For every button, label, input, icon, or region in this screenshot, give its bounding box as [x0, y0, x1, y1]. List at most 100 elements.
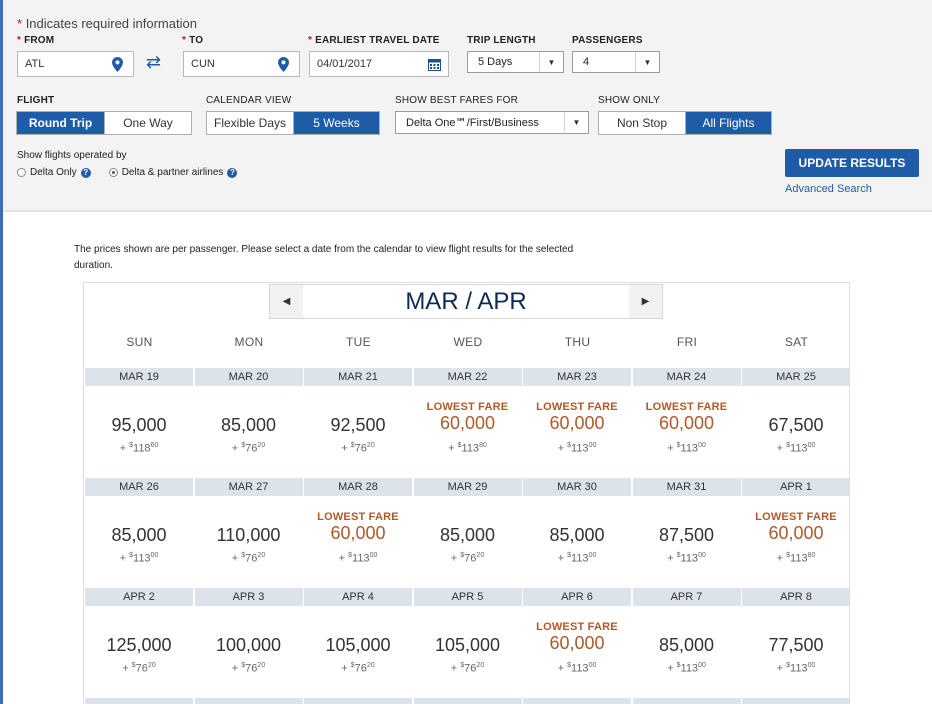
round-trip-option[interactable]: Round Trip [17, 112, 104, 134]
tax-dollars: 113 [133, 552, 151, 565]
month-title: MAR / APR [405, 287, 527, 315]
date-label: APR 1 [742, 478, 849, 496]
chevron-down-icon: ▼ [635, 52, 659, 72]
passengers-label: PASSENGERS [572, 35, 643, 46]
date-label-partial [85, 698, 193, 704]
fare-cell[interactable]: 92,500 + $7620 [304, 386, 412, 476]
date-label: APR 6 [523, 588, 631, 606]
fare-cell[interactable]: 110,000 + $7620 [194, 496, 303, 586]
trip-length-value: 5 Days [478, 56, 513, 68]
chevron-left-icon[interactable]: ◀ [270, 285, 303, 318]
date-label-partial [523, 698, 631, 704]
fare-calendar: ◀ MAR / APR ▶ SUN MON TUE WED THU FRI SAT MAR 1… [83, 282, 850, 704]
trip-length-select[interactable]: 5 Days ▼ [467, 51, 564, 73]
advanced-search-link[interactable]: Advanced Search [785, 183, 872, 195]
fare-taxes: + $7620 [231, 442, 266, 455]
fare-cell[interactable]: 87,500 + $11300 [632, 496, 741, 586]
tax-cents: 00 [588, 442, 597, 449]
update-results-button[interactable]: UPDATE RESULTS [785, 149, 919, 177]
flexible-days-option[interactable]: Flexible Days [207, 112, 293, 134]
fare-cell[interactable]: 77,500 + $11300 [742, 606, 849, 696]
tax-dollars: 76 [354, 662, 367, 675]
fare-cell[interactable]: 67,500 + $11300 [742, 386, 849, 476]
date-label: MAR 27 [194, 478, 303, 496]
fare-taxes: + $7620 [450, 552, 485, 565]
tax-dollars: 113 [571, 552, 589, 565]
price-note: The prices shown are per passenger. Plea… [74, 244, 574, 271]
fare-cell[interactable]: 95,000 + $11860 [85, 386, 193, 476]
non-stop-option[interactable]: Non Stop [599, 112, 685, 134]
fare-miles: 60,000 [658, 413, 715, 433]
delta-partner-label: Delta & partner airlines [121, 167, 224, 178]
date-label: MAR 31 [632, 478, 741, 496]
fare-cell[interactable]: 105,000 + $7620 [304, 606, 412, 696]
fare-taxes: + $7620 [450, 662, 485, 675]
weekday-header: THU [564, 335, 591, 349]
left-accent-bar [0, 0, 3, 704]
lowest-fare-badge: LOWEST FARE [755, 511, 837, 523]
fare-cell[interactable]: 125,000 + $7620 [85, 606, 193, 696]
fare-cell[interactable]: 85,000 + $11300 [523, 496, 631, 586]
date-label: MAR 29 [413, 478, 522, 496]
help-icon[interactable]: ? [227, 167, 238, 178]
tax-cents: 20 [257, 552, 266, 559]
best-fares-select[interactable]: Delta One℠/First/Business ▼ [395, 111, 589, 134]
delta-partner-radio[interactable] [108, 168, 118, 177]
fare-taxes: + $11300 [667, 552, 706, 565]
delta-only-radio[interactable] [17, 168, 26, 177]
date-label: MAR 28 [304, 478, 412, 496]
operated-by-label: Show flights operated by [17, 150, 127, 161]
fare-cell[interactable]: LOWEST FARE 60,000 + $11300 [304, 496, 412, 586]
from-field[interactable]: ATL [17, 51, 134, 77]
tax-dollars: 118 [133, 442, 151, 455]
fare-cell[interactable]: 105,000 + $7620 [413, 606, 522, 696]
fare-taxes: + $11300 [119, 552, 159, 565]
fare-cell[interactable]: LOWEST FARE 60,000 + $11300 [632, 386, 741, 476]
fare-cell[interactable]: 85,000 + $7620 [194, 386, 303, 476]
date-label: APR 8 [742, 588, 849, 606]
tax-dollars: 113 [680, 442, 699, 455]
tax-cents: 80 [807, 552, 816, 559]
all-flights-option[interactable]: All Flights [685, 112, 771, 134]
fare-taxes: + $11300 [557, 442, 597, 455]
fare-miles: 125,000 [106, 635, 172, 655]
from-label: * FROM [17, 35, 55, 46]
tax-cents: 20 [366, 442, 375, 449]
date-label-partial [742, 698, 849, 704]
fare-cell[interactable]: LOWEST FARE 60,000 + $11380 [742, 496, 849, 586]
swap-icon[interactable]: ⇄ [146, 52, 162, 72]
fare-cell[interactable]: 85,000 + $11300 [85, 496, 193, 586]
five-weeks-option[interactable]: 5 Weeks [293, 112, 379, 134]
tax-cents: 00 [588, 552, 597, 559]
tax-cents: 00 [698, 552, 706, 559]
fare-miles: 110,000 [216, 525, 281, 545]
lowest-fare-badge: LOWEST FARE [645, 401, 728, 413]
trip-length-label: TRIP LENGTH [467, 35, 536, 46]
lowest-fare-badge: LOWEST FARE [426, 401, 509, 413]
calendar-icon[interactable] [428, 58, 441, 71]
fare-taxes: + $11300 [557, 662, 597, 675]
help-icon[interactable]: ? [80, 167, 91, 178]
calendar-view-label: CALENDAR VIEW [206, 95, 292, 106]
to-field[interactable]: CUN [183, 51, 300, 77]
fare-taxes: + $7620 [341, 662, 375, 675]
chevron-right-icon[interactable]: ▶ [629, 285, 662, 318]
fare-cell[interactable]: 100,000 + $7620 [194, 606, 303, 696]
fare-cell[interactable]: 85,000 + $11300 [632, 606, 741, 696]
fare-cell[interactable]: LOWEST FARE 60,000 + $11380 [413, 386, 522, 476]
fare-miles: 67,500 [768, 415, 824, 435]
date-label: MAR 25 [742, 368, 849, 386]
fare-cell[interactable]: 85,000 + $7620 [413, 496, 522, 586]
fare-miles: 85,000 [220, 415, 277, 435]
fare-cell[interactable]: LOWEST FARE 60,000 + $11300 [523, 606, 631, 696]
delta-only-label: Delta Only [30, 167, 77, 178]
lowest-fare-badge: LOWEST FARE [536, 621, 618, 633]
travel-date-field[interactable]: 04/01/2017 [309, 51, 449, 77]
tax-dollars: 113 [790, 662, 808, 675]
passengers-select[interactable]: 4 ▼ [572, 51, 660, 73]
fare-cell[interactable]: LOWEST FARE 60,000 + $11300 [523, 386, 631, 476]
one-way-option[interactable]: One Way [104, 112, 191, 134]
date-label: MAR 21 [304, 368, 412, 386]
chevron-down-icon: ▼ [564, 112, 588, 132]
tax-cents: 00 [807, 662, 816, 669]
